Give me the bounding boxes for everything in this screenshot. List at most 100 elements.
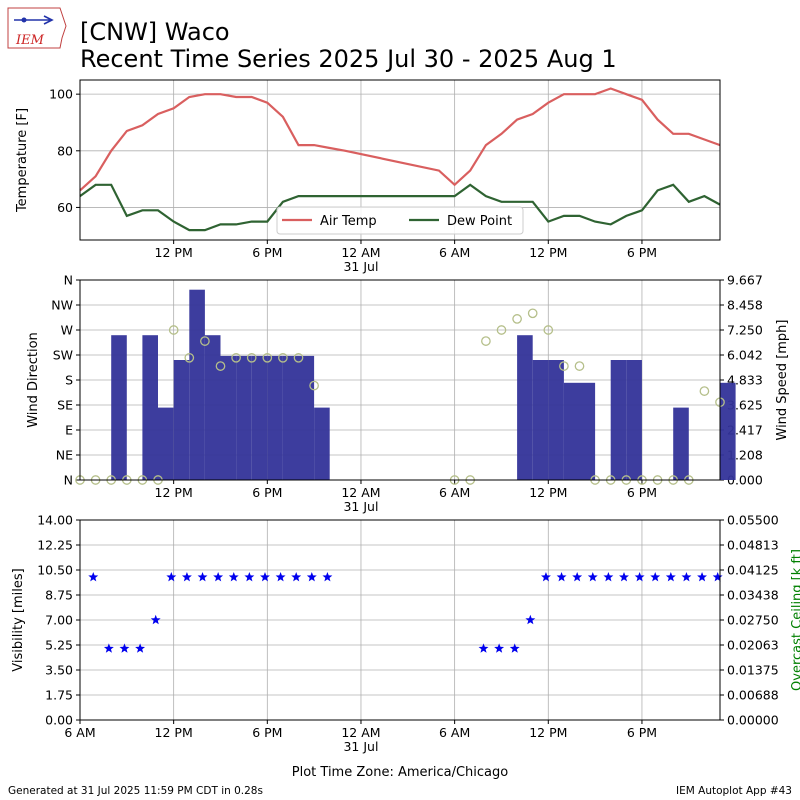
wind-direction-marker [699,386,710,396]
visibility-star [150,614,161,625]
visibility-star [712,571,723,582]
logo-text: IEM [15,33,45,48]
wind-speed-bar [142,335,158,480]
wind-direction-marker [293,352,304,363]
wind-xtick-label: 12 PM [155,485,193,500]
wind-speed-bar [251,355,268,480]
visibility-star [650,571,661,582]
visibility-star [181,571,192,582]
temp-legend: Air Temp Dew Point [276,206,524,235]
vis-xtick-label: 12 PM [155,725,193,740]
air-temp-line [79,87,721,192]
wind-dir-tick-label: N [64,473,73,488]
wind-speed-bar [267,355,283,480]
wind-dir-tick-label: SE [57,398,73,413]
wind-speed-tick-label: 6.042 [727,348,763,363]
wind-frame [79,279,721,481]
wind-direction-marker [215,361,226,371]
visibility-star [478,643,489,653]
wind-panel: N 0.000 NE 1.208 E 2.417 SE 3.625 S 4.833 SW 6.042 W… [26,273,790,515]
wind-speed-bar [111,335,127,480]
ceiling-tick-label: 0.00000 [727,713,779,728]
visibility-star [634,571,645,582]
visibility-star [88,571,99,582]
temp-ytick-label: 100 [49,87,73,102]
temp-xtick-label: 12 AM [341,245,380,260]
wind-direction-marker [246,352,257,363]
vis-xtick-label: 6 PM [627,725,657,740]
visibility-star [572,571,583,582]
vis-ytick-label: 1.75 [45,688,73,703]
wind-speed-bar [314,407,330,480]
wind-direction-marker [512,314,522,324]
wind-dir-tick-label: SW [53,348,73,363]
ceiling-tick-label: 0.02063 [727,638,779,653]
wind-direction-marker [543,325,554,335]
wind-speed-tick-label: 2.417 [727,423,763,438]
wind-direction-marker [559,361,569,371]
wind-speed-bar [298,355,315,480]
vis-xtick-label: 6 AM [64,725,95,740]
vis-ytick-label: 5.25 [45,638,73,653]
wind-speed-bar [517,335,533,480]
wind-dir-tick-label: W [61,323,73,338]
visibility-star [244,571,255,582]
visibility-star [260,571,270,582]
visibility-star [306,571,317,582]
wind-speed-bar [563,382,580,480]
wind-dir-tick-label: NE [56,448,73,463]
temp-frame [79,79,721,241]
wind-speed-bar [189,289,205,480]
xaxis-label: Plot Time Zone: America/Chicago [292,765,508,780]
wind-speed-bar [720,382,736,480]
wind-direction-marker [184,352,195,363]
wind-speed-bar [673,407,689,480]
vis-ytick-label: 12.25 [37,538,73,553]
visibility-star [541,571,551,582]
visibility-star [228,571,239,582]
wind-speed-bar [236,355,252,480]
ceiling-tick-label: 0.00688 [727,688,779,703]
vis-ytick-label: 14.00 [37,513,73,528]
wind-direction-marker [309,380,319,391]
visibility-star [697,571,707,582]
visibility-star [556,571,567,582]
temp-xtick-label: 6 PM [627,245,657,260]
ceiling-tick-label: 0.02750 [727,613,779,628]
wind-direction-marker [200,336,210,346]
wind-direction-marker [231,352,241,363]
dew-point-line [79,183,721,232]
ceiling-tick-label: 0.05500 [727,513,779,528]
ceiling-tick-label: 0.03438 [727,588,779,603]
footer-app: IEM Autoplot App #43 [676,785,792,797]
temp-xtick-label: 6 PM [252,245,282,260]
wind-direction-marker [262,352,273,363]
legend-air-temp-label: Air Temp [320,214,377,229]
wind-speed-bar [548,360,564,480]
visibility-star [587,571,598,582]
legend-dew-point-label: Dew Point [447,214,512,229]
wind-direction-marker [278,352,288,363]
wind-speed-tick-label: 9.667 [727,273,763,288]
visibility-star [166,571,177,582]
temp-xtick-label: 12 PM [155,245,193,260]
visibility-star [525,614,536,625]
legend-box [276,206,524,235]
visibility-star [213,571,224,582]
visibility-star [665,571,676,582]
wind-dir-tick-label: NW [51,298,73,313]
temp-ytick-label: 60 [57,200,73,215]
wind-speed-bar [532,360,549,480]
vis-date-label: 31 Jul [343,739,378,754]
vis-xtick-label: 6 PM [252,725,282,740]
logo-arrow-icon [14,15,54,25]
wind-xtick-label: 12 AM [341,485,380,500]
wind-xtick-label: 6 AM [439,485,470,500]
wind-speed-bar [173,360,190,480]
wind-speed-tick-label: 4.833 [727,373,763,388]
wind-xtick-label: 6 PM [252,485,282,500]
vis-ytick-label: 7.00 [45,613,73,628]
visibility-star [322,571,333,582]
